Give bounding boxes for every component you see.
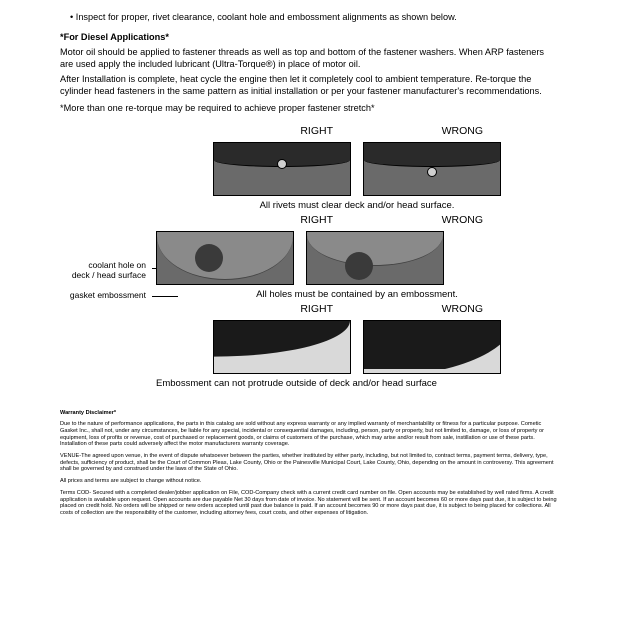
label-wrong-3: WRONG [363,303,501,316]
diagram-section: RIGHT WRONG All rivets must clear deck a… [60,125,558,390]
caption-emboss: Embossment can not protrude outside of d… [156,378,558,390]
diesel-title: *For Diesel Applications* [60,32,558,44]
label-right-2: RIGHT [213,214,351,227]
callout-gasket: gasket embossment [70,290,146,300]
legal-section: Warranty Disclaimer* Due to the nature o… [60,410,558,517]
inspect-bullet: • Inspect for proper, rivet clearance, c… [70,12,558,24]
label-wrong-2: WRONG [363,214,501,227]
callout-coolant: coolant hole ondeck / head surface [72,260,146,280]
label-right-1: RIGHT [213,125,351,138]
legal-p3: All prices and terms are subject to chan… [60,478,558,485]
legal-p1: Due to the nature of performance applica… [60,421,558,448]
diagram-emboss-wrong [363,320,501,374]
diagram-rivet-wrong [363,142,501,196]
diesel-para-3: *More than one re-torque may be required… [60,103,558,115]
diagram-hole-wrong [306,231,444,285]
legal-p2: VENUE-The agreed upon venue, in the even… [60,453,558,473]
diesel-para-2: After Installation is complete, heat cyc… [60,74,558,97]
diesel-para-1: Motor oil should be applied to fastener … [60,47,558,70]
diagram-rivet-right [213,142,351,196]
legal-title: Warranty Disclaimer* [60,410,558,417]
label-right-3: RIGHT [213,303,351,316]
legal-p4: Terms COD- Secured with a completed deal… [60,490,558,517]
diagram-emboss-right [213,320,351,374]
label-wrong-1: WRONG [363,125,501,138]
caption-rivets: All rivets must clear deck and/or head s… [156,200,558,212]
diagram-hole-right [156,231,294,285]
caption-holes: All holes must be contained by an emboss… [156,289,558,301]
